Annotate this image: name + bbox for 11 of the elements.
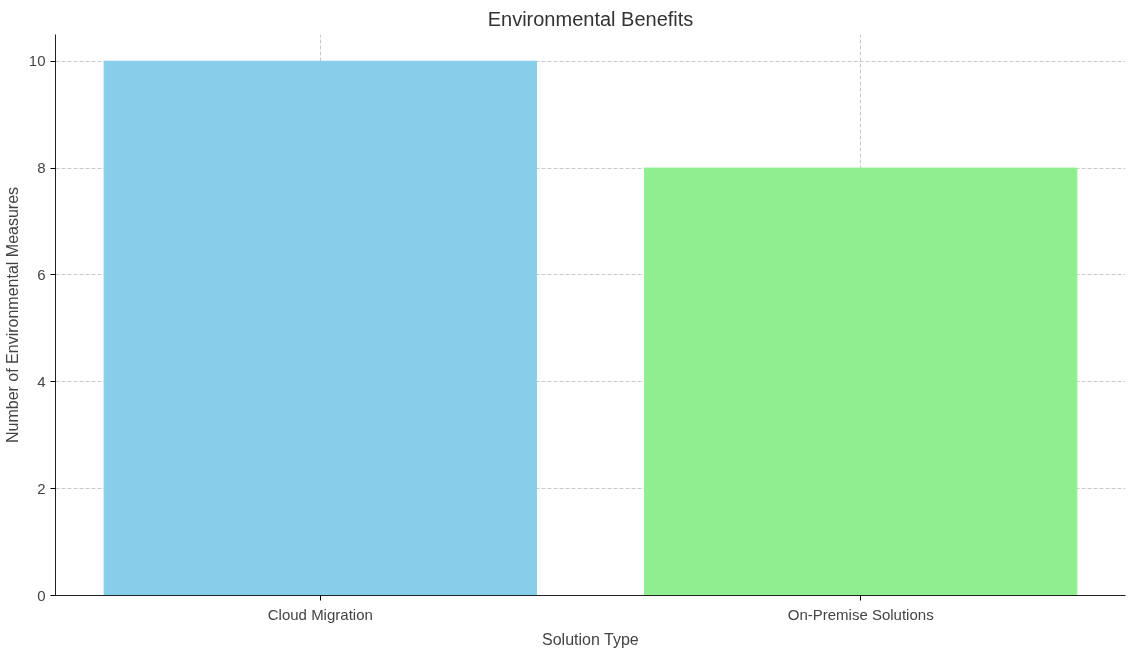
y-axis-title: Number of Environmental Measures (3, 186, 21, 444)
x-tick-label: On-Premise Solutions (787, 605, 934, 623)
y-tick-label: 2 (37, 479, 46, 497)
x-axis-title: Solution Type (542, 630, 639, 648)
y-tick-label: 0 (37, 586, 46, 604)
chart-title: Environmental Benefits (487, 7, 694, 30)
y-tick-label: 8 (37, 159, 46, 177)
y-tick-label: 6 (37, 265, 46, 283)
x-tick-label: Cloud Migration (267, 605, 373, 623)
y-tick-label: 10 (28, 52, 46, 70)
y-tick-label: 4 (37, 372, 46, 390)
